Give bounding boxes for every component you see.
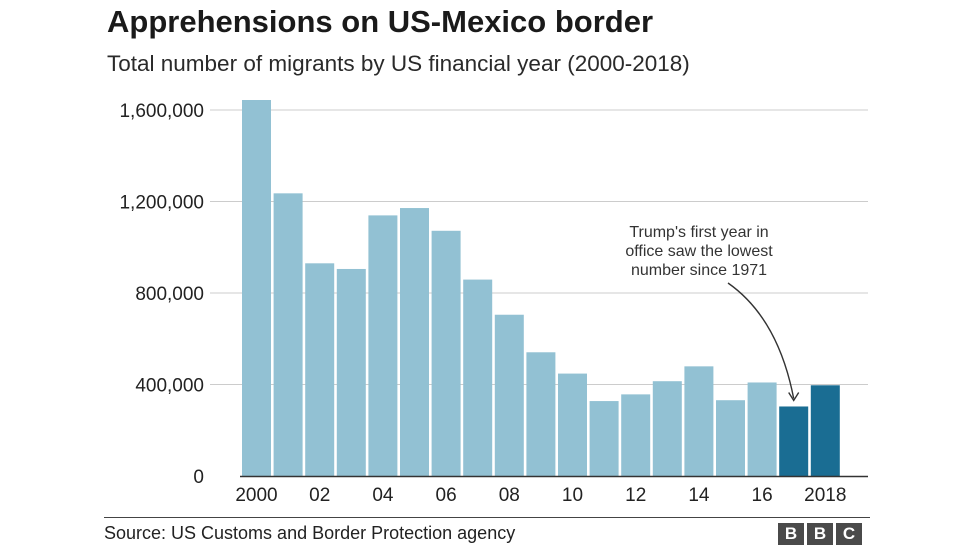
bar-2003: [336, 268, 366, 476]
x-tick-label: 02: [309, 485, 330, 506]
y-axis-tick-labels: 0 400,000 800,000 1,200,000 1,600,000: [119, 101, 204, 488]
logo-letter: B: [778, 523, 804, 545]
bar-2012: [621, 394, 651, 476]
bbc-logo: B B C: [778, 523, 862, 545]
bar-2016: [747, 382, 777, 476]
x-tick-label: 10: [562, 485, 583, 506]
bar-2010: [558, 373, 587, 476]
logo-letter: C: [836, 523, 862, 545]
y-tick-label: 0: [193, 467, 204, 488]
x-tick-label: 04: [372, 485, 394, 506]
chart-subtitle: Total number of migrants by US financial…: [107, 51, 690, 76]
x-tick-label: 06: [436, 485, 457, 506]
chart-title: Apprehensions on US-Mexico border: [107, 4, 654, 39]
x-axis-tick-labels: 2000 02 04 06 08 10 12 14 16 2018: [235, 485, 846, 506]
bar-2005: [400, 208, 429, 477]
y-tick-label: 400,000: [135, 376, 204, 397]
x-tick-label: 12: [625, 485, 646, 506]
arrow-head: [788, 392, 800, 402]
bar-2018: [810, 385, 840, 476]
bar-2007: [463, 279, 493, 476]
x-tick-label: 2018: [804, 485, 846, 506]
source-note: Source: US Customs and Border Protection…: [104, 523, 516, 543]
bar-2001: [273, 193, 303, 476]
y-tick-label: 800,000: [135, 284, 204, 305]
bar-2006: [431, 230, 461, 476]
bar-2004: [368, 215, 398, 477]
bar-2013: [652, 381, 682, 476]
bar-2008: [494, 314, 524, 476]
annotation-text: office saw the lowest: [625, 243, 773, 260]
y-tick-label: 1,200,000: [119, 193, 204, 214]
bar-2009: [526, 352, 556, 476]
bar-2011: [589, 401, 619, 476]
annotation: Trump's first year in office saw the lowe…: [625, 224, 800, 402]
y-tick-label: 1,600,000: [119, 101, 204, 122]
logo-letter: B: [807, 523, 833, 545]
bar-2014: [684, 366, 714, 476]
bar-2002: [305, 263, 335, 476]
x-tick-label: 08: [499, 485, 520, 506]
annotation-text: number since 1971: [631, 262, 767, 279]
bars: [242, 100, 840, 477]
x-tick-label: 14: [688, 485, 710, 506]
bar-2015: [716, 400, 745, 476]
annotation-text: Trump's first year in: [629, 224, 768, 241]
bar-2000: [242, 100, 271, 477]
x-tick-label: 16: [752, 485, 773, 506]
x-tick-label: 2000: [235, 485, 277, 506]
footer-divider: [104, 517, 870, 518]
bar-2017: [779, 406, 809, 476]
annotation-arrow: [727, 282, 795, 399]
